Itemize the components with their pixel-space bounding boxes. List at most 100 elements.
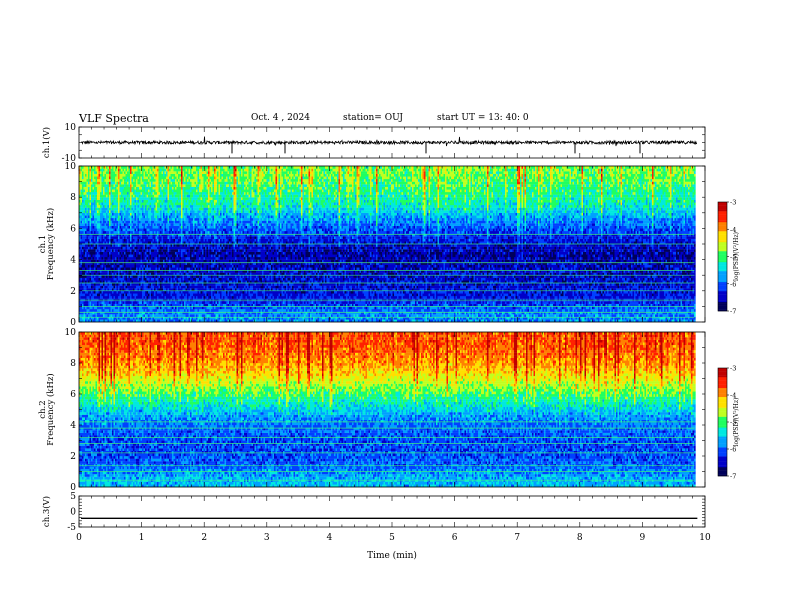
spectrogram-cell bbox=[105, 189, 107, 192]
spectrogram-cell bbox=[109, 200, 111, 203]
spectrogram-cell bbox=[93, 257, 95, 260]
spectrogram-cell bbox=[130, 239, 132, 242]
spectrogram-cell bbox=[112, 174, 114, 177]
spectrogram-cell bbox=[117, 202, 119, 205]
spectrogram-cell bbox=[117, 205, 119, 208]
spectrogram-cell bbox=[102, 218, 104, 221]
spectrogram-cell bbox=[94, 267, 96, 270]
spectrogram-cell bbox=[123, 314, 125, 317]
spectrogram-cell bbox=[124, 296, 126, 299]
spectrogram-cell bbox=[85, 202, 87, 205]
spectrogram-cell bbox=[102, 293, 104, 296]
spectrogram-cell bbox=[130, 208, 132, 211]
spectrogram-cell bbox=[90, 275, 92, 278]
spectrogram-cell bbox=[103, 252, 105, 255]
spectrogram-cell bbox=[84, 213, 86, 216]
spectrogram-cell bbox=[97, 197, 99, 200]
spectrogram-cell bbox=[129, 291, 131, 294]
spectrogram-cell bbox=[105, 176, 107, 179]
spectrogram-cell bbox=[115, 275, 117, 278]
spectrogram-cell bbox=[105, 182, 107, 185]
spectrogram-cell bbox=[135, 197, 137, 200]
spectrogram-cell bbox=[111, 171, 113, 174]
spectrogram-cell bbox=[109, 223, 111, 226]
spectrogram-cell bbox=[114, 169, 116, 172]
spectrogram-cell bbox=[106, 179, 108, 182]
spectrogram-cell bbox=[120, 239, 122, 242]
spectrogram-cell bbox=[88, 257, 90, 260]
spectrogram-cell bbox=[112, 239, 114, 242]
spectrogram-cell bbox=[139, 260, 141, 263]
spectrogram-cell bbox=[82, 171, 84, 174]
spectrogram-cell bbox=[114, 182, 116, 185]
spectrogram-cell bbox=[103, 283, 105, 286]
spectrogram-cell bbox=[108, 195, 110, 198]
spectrogram-cell bbox=[91, 226, 93, 229]
spectrogram-cell bbox=[115, 208, 117, 211]
spectrogram-cell bbox=[123, 283, 125, 286]
spectrogram-cell bbox=[90, 182, 92, 185]
spectrogram-cell bbox=[100, 187, 102, 190]
spectrogram-cell bbox=[139, 278, 141, 281]
spectrogram-cell bbox=[130, 249, 132, 252]
spectrogram-cell bbox=[126, 200, 128, 203]
spectrogram-cell bbox=[106, 189, 108, 192]
spectrogram-cell bbox=[129, 244, 131, 247]
spectrogram-cell bbox=[121, 202, 123, 205]
spectrogram-cell bbox=[100, 228, 102, 231]
spectrogram-cell bbox=[105, 174, 107, 177]
spectrogram-cell bbox=[82, 228, 84, 231]
spectrogram-cell bbox=[130, 309, 132, 312]
spectrogram-cell bbox=[82, 226, 84, 229]
spectrogram-cell bbox=[114, 275, 116, 278]
spectrogram-cell bbox=[133, 283, 135, 286]
spectrogram-cell bbox=[127, 257, 129, 260]
spectrogram-cell bbox=[135, 195, 137, 198]
spectrogram-cell bbox=[93, 213, 95, 216]
spectrogram-cell bbox=[121, 205, 123, 208]
spectrogram-cell bbox=[99, 174, 101, 177]
spectrogram-cell bbox=[99, 296, 101, 299]
spectrogram-cell bbox=[124, 257, 126, 260]
spectrogram-cell bbox=[112, 205, 114, 208]
spectrogram-cell bbox=[135, 301, 137, 304]
spectrogram-cell bbox=[138, 166, 140, 169]
spectrogram-cell bbox=[112, 254, 114, 257]
spectrogram-cell bbox=[85, 275, 87, 278]
spectrogram-cell bbox=[114, 254, 116, 257]
spectrogram-cell bbox=[126, 314, 128, 317]
spectrogram-cell bbox=[103, 254, 105, 257]
spectrogram-cell bbox=[102, 169, 104, 172]
spectrogram-cell bbox=[126, 260, 128, 263]
spectrogram-cell bbox=[103, 286, 105, 289]
spectrogram-cell bbox=[85, 254, 87, 257]
spectrogram-cell bbox=[111, 260, 113, 263]
spectrogram-cell bbox=[87, 231, 89, 234]
spectrogram-cell bbox=[90, 286, 92, 289]
spectrogram-cell bbox=[91, 239, 93, 242]
spectrogram-cell bbox=[123, 182, 125, 185]
spectrogram-cell bbox=[112, 215, 114, 218]
spectrogram-cell bbox=[90, 200, 92, 203]
spectrogram-cell bbox=[124, 200, 126, 203]
spectrogram-cell bbox=[90, 249, 92, 252]
spectrogram-cell bbox=[88, 171, 90, 174]
spectrogram-cell bbox=[94, 226, 96, 229]
spectrogram-cell bbox=[100, 309, 102, 312]
spectrogram-cell bbox=[108, 265, 110, 268]
spectrogram-cell bbox=[82, 283, 84, 286]
spectrogram-cell bbox=[121, 296, 123, 299]
spectrogram-cell bbox=[91, 205, 93, 208]
spectrogram-cell bbox=[82, 267, 84, 270]
spectrogram-cell bbox=[99, 213, 101, 216]
spectrogram-cell bbox=[136, 215, 138, 218]
spectrogram-cell bbox=[96, 291, 98, 294]
spectrogram-cell bbox=[84, 215, 86, 218]
spectrogram-cell bbox=[100, 293, 102, 296]
spectrogram-cell bbox=[124, 283, 126, 286]
spectrogram-cell bbox=[127, 252, 129, 255]
spectrogram-cell bbox=[130, 166, 132, 169]
spectrogram-cell bbox=[124, 228, 126, 231]
spectrogram-cell bbox=[91, 244, 93, 247]
spectrogram-cell bbox=[97, 174, 99, 177]
